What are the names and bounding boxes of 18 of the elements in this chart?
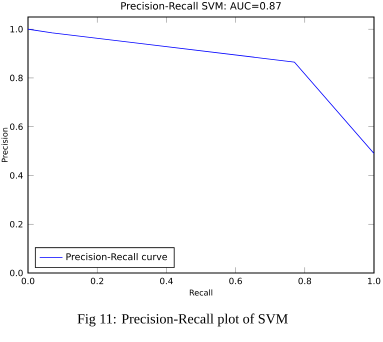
x-tick-label: 0.2 <box>90 278 104 284</box>
chart-title: Precision-Recall SVM: AUC=0.87 <box>121 2 281 10</box>
x-tick-label: 0.6 <box>229 278 242 284</box>
y-tick-label: 0.6 <box>10 123 23 130</box>
x-tick-label: 0.4 <box>160 278 173 284</box>
y-tick-label: 0.8 <box>10 74 23 82</box>
x-axis-title: Recall <box>190 289 212 296</box>
y-tick-label: 0.0 <box>10 270 23 276</box>
x-tick-label: 0.0 <box>22 278 34 284</box>
y-tick-label: 0.4 <box>10 172 23 179</box>
caption: Fig 11: Precision-Recall plot of SVM <box>78 314 288 326</box>
x-tick-label: 1.0 <box>368 278 380 284</box>
y-axis-title: Precision <box>1 128 8 162</box>
legend-label: Precision-Recall curve <box>66 253 168 260</box>
line-series <box>28 28 374 154</box>
y-tick-label: 0.2 <box>10 220 22 228</box>
x-tick-label: 0.8 <box>298 278 312 284</box>
y-tick-label: 1.0 <box>10 26 23 32</box>
